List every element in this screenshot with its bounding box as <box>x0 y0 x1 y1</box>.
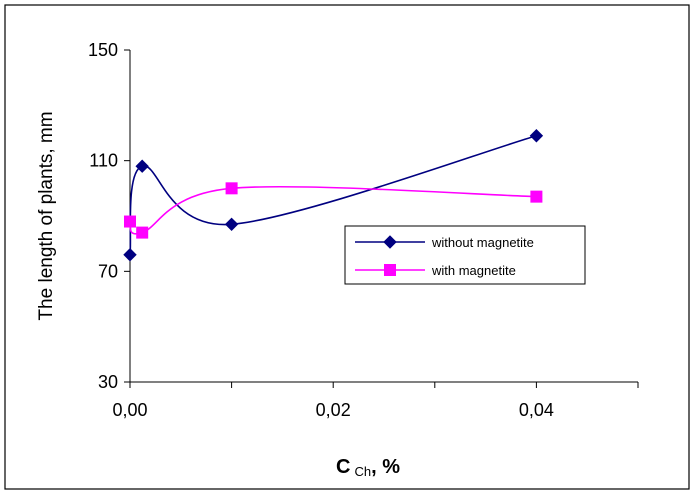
y-axis-ticks: 30 70 110 150 <box>88 40 130 392</box>
legend-item: with magnetite <box>355 263 516 278</box>
data-point <box>530 190 543 203</box>
series-line <box>129 134 537 255</box>
x-axis-ticks: 0,00 0,02 0,04 <box>112 382 639 420</box>
series-line <box>129 185 537 235</box>
y-axis-label: The length of plants, mm <box>36 111 57 320</box>
legend-item: without magnetite <box>355 235 534 250</box>
series-without-magnetite <box>123 129 544 262</box>
y-tick-label: 150 <box>88 40 118 60</box>
data-point <box>529 129 544 143</box>
legend-label: without magnetite <box>431 235 534 250</box>
x-axis-label-main: C <box>336 456 350 478</box>
y-tick-label: 110 <box>89 151 118 171</box>
data-point <box>136 226 149 239</box>
legend-marker <box>384 264 396 276</box>
x-axis-label-sub: Ch <box>354 464 371 479</box>
legend-items: without magnetite with magnetite <box>355 235 534 278</box>
series-layer <box>123 129 544 262</box>
x-axis-label-unit: , % <box>371 456 400 478</box>
y-tick-label: 70 <box>98 261 118 281</box>
x-tick-label: 0,04 <box>519 400 554 420</box>
data-point <box>124 215 136 228</box>
x-axis-label: C Ch, % <box>336 456 400 479</box>
data-point <box>135 159 149 173</box>
legend: without magnetite with magnetite <box>344 225 586 285</box>
legend-marker <box>383 235 397 249</box>
data-point <box>224 217 239 232</box>
series-with-magnetite <box>124 182 543 239</box>
y-tick-label: 30 <box>98 372 118 392</box>
x-tick-label: 0,02 <box>316 400 351 420</box>
data-point <box>123 248 137 262</box>
x-tick-label: 0,00 <box>112 400 147 420</box>
legend-label: with magnetite <box>431 263 516 278</box>
data-point <box>225 182 238 195</box>
